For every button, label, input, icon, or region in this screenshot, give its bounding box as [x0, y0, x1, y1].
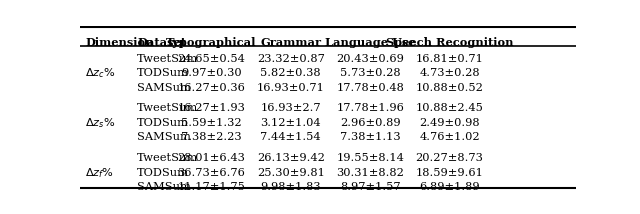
Text: SAMSum: SAMSum	[137, 182, 191, 192]
Text: 16.27±1.93: 16.27±1.93	[177, 103, 245, 113]
Text: 24.65±0.54: 24.65±0.54	[177, 54, 245, 64]
Text: 3.12±1.04: 3.12±1.04	[260, 118, 321, 128]
Text: SAMSum: SAMSum	[137, 83, 191, 93]
Text: TweetSum: TweetSum	[137, 103, 198, 113]
Text: 28.01±6.43: 28.01±6.43	[177, 153, 245, 163]
Text: $\Delta z_{c}\%$: $\Delta z_{c}\%$	[85, 66, 115, 80]
Text: Typographical: Typographical	[166, 37, 257, 48]
Text: 5.59±1.32: 5.59±1.32	[181, 118, 242, 128]
Text: $\Delta z_{f}\%$: $\Delta z_{f}\%$	[85, 166, 114, 180]
Text: TweetSum: TweetSum	[137, 153, 198, 163]
Text: 19.55±8.14: 19.55±8.14	[336, 153, 404, 163]
Text: 5.82±0.38: 5.82±0.38	[260, 68, 321, 78]
Text: Dataset: Dataset	[137, 37, 186, 48]
Text: 2.49±0.98: 2.49±0.98	[419, 118, 480, 128]
Text: 9.97±0.30: 9.97±0.30	[181, 68, 242, 78]
Text: 7.38±1.13: 7.38±1.13	[340, 132, 401, 142]
Text: 25.30±9.81: 25.30±9.81	[257, 168, 324, 178]
Text: TODSum: TODSum	[137, 118, 189, 128]
Text: SAMSum: SAMSum	[137, 132, 191, 142]
Text: 17.78±1.96: 17.78±1.96	[336, 103, 404, 113]
Text: 11.17±1.75: 11.17±1.75	[177, 182, 245, 192]
Text: 26.13±9.42: 26.13±9.42	[257, 153, 324, 163]
Text: Speech Recognition: Speech Recognition	[386, 37, 513, 48]
Text: 4.73±0.28: 4.73±0.28	[419, 68, 480, 78]
Text: 8.97±1.57: 8.97±1.57	[340, 182, 401, 192]
Text: $\Delta z_{s}\%$: $\Delta z_{s}\%$	[85, 116, 115, 130]
Text: Language Use: Language Use	[325, 37, 415, 48]
Text: 7.44±1.54: 7.44±1.54	[260, 132, 321, 142]
Text: 2.96±0.89: 2.96±0.89	[340, 118, 401, 128]
Text: TODSum: TODSum	[137, 68, 189, 78]
Text: 30.31±8.82: 30.31±8.82	[336, 168, 404, 178]
Text: 17.78±0.48: 17.78±0.48	[336, 83, 404, 93]
Text: 36.73±6.76: 36.73±6.76	[177, 168, 245, 178]
Text: Dimension: Dimension	[85, 37, 154, 48]
Text: 4.76±1.02: 4.76±1.02	[419, 132, 480, 142]
Text: 5.73±0.28: 5.73±0.28	[340, 68, 401, 78]
Text: 6.89±1.89: 6.89±1.89	[419, 182, 480, 192]
Text: 7.38±2.23: 7.38±2.23	[181, 132, 242, 142]
Text: 16.93±2.7: 16.93±2.7	[260, 103, 321, 113]
Text: 10.88±0.52: 10.88±0.52	[415, 83, 483, 93]
Text: 16.93±0.71: 16.93±0.71	[257, 83, 324, 93]
Text: 23.32±0.87: 23.32±0.87	[257, 54, 324, 64]
Text: 18.59±9.61: 18.59±9.61	[415, 168, 483, 178]
Text: 9.98±1.83: 9.98±1.83	[260, 182, 321, 192]
Text: TweetSum: TweetSum	[137, 54, 198, 64]
Text: 20.27±8.73: 20.27±8.73	[415, 153, 483, 163]
Text: 16.81±0.71: 16.81±0.71	[415, 54, 483, 64]
Text: 10.88±2.45: 10.88±2.45	[415, 103, 483, 113]
Text: TODSum: TODSum	[137, 168, 189, 178]
Text: Grammar: Grammar	[260, 37, 321, 48]
Text: 20.43±0.69: 20.43±0.69	[336, 54, 404, 64]
Text: 16.27±0.36: 16.27±0.36	[177, 83, 245, 93]
